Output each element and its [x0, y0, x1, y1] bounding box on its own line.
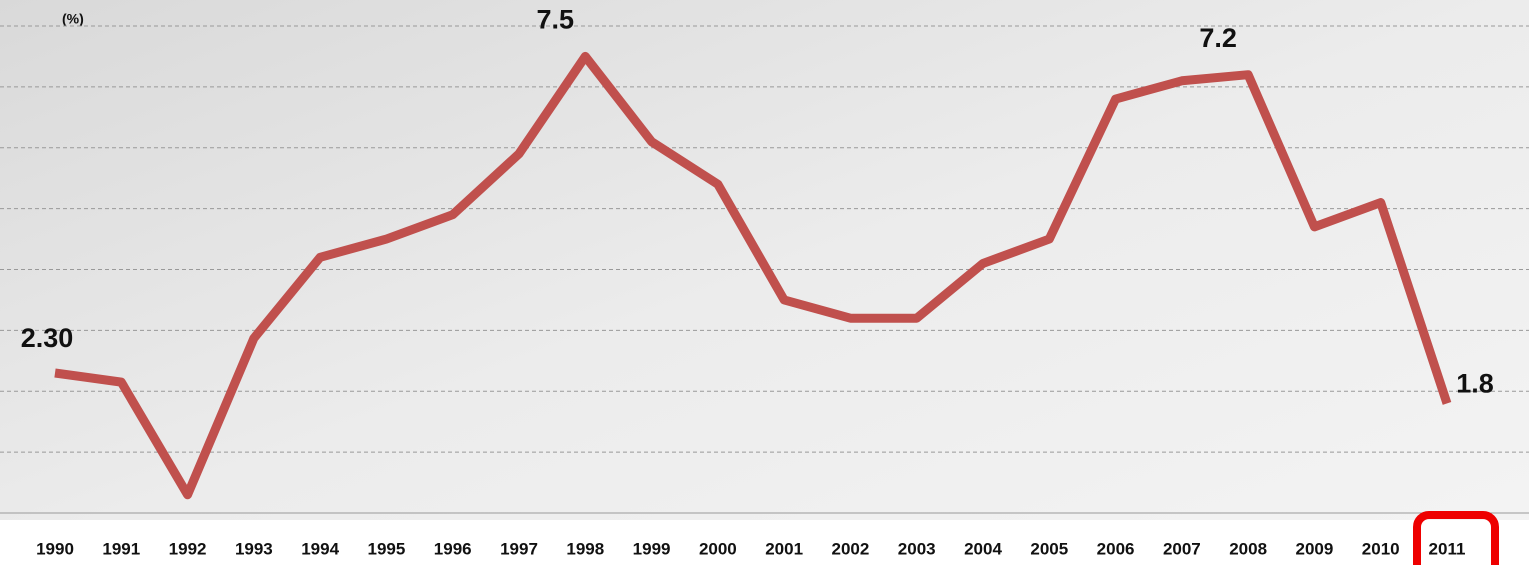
x-tick-label: 2006	[1097, 539, 1135, 558]
highlight-box	[1413, 511, 1499, 565]
x-tick-label: 2008	[1229, 539, 1267, 558]
data-label: 7.5	[537, 5, 575, 35]
data-label: 1.8	[1456, 369, 1494, 399]
x-tick-label: 1990	[36, 539, 74, 558]
x-tick-label: 1995	[368, 539, 406, 558]
x-tick-label: 2003	[898, 539, 936, 558]
x-tick-label: 2000	[699, 539, 737, 558]
x-tick-label: 2009	[1296, 539, 1334, 558]
x-tick-label: 1994	[301, 539, 339, 558]
x-tick-label: 2005	[1030, 539, 1068, 558]
x-tick-label: 1993	[235, 539, 273, 558]
axis-band	[0, 520, 1529, 565]
x-tick-label: 2011	[1429, 539, 1466, 558]
x-tick-label: 2004	[964, 539, 1002, 558]
x-tick-label: 2001	[765, 539, 803, 558]
data-label: 2.30	[21, 323, 74, 353]
x-tick-label: 2007	[1163, 539, 1201, 558]
data-label: 7.2	[1199, 23, 1237, 53]
x-tick-label: 1996	[434, 539, 472, 558]
x-tick-label: 2010	[1362, 539, 1400, 558]
x-tick-label: 2002	[832, 539, 870, 558]
x-tick-label: 1992	[169, 539, 207, 558]
x-tick-label: 1997	[500, 539, 538, 558]
x-tick-label: 1998	[566, 539, 604, 558]
x-tick-label: 1991	[102, 539, 140, 558]
x-tick-label: 1999	[633, 539, 671, 558]
y-axis-label: (%)	[62, 11, 84, 27]
line	[54, 51, 1452, 500]
